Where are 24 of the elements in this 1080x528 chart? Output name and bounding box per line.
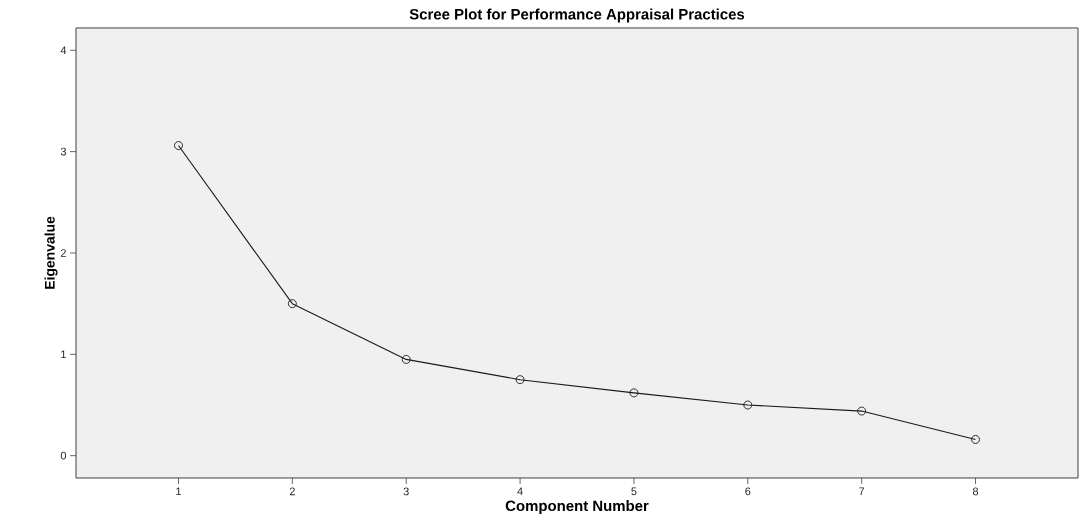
x-tick-label: 8 (972, 487, 979, 496)
point (971, 435, 980, 444)
x-tick-label: 3 (403, 487, 409, 496)
x-tick-label: 6 (745, 487, 751, 496)
x-tick-label: 4 (517, 487, 523, 496)
x-tick-label: 5 (631, 487, 637, 496)
chart-title: Scree Plot for Performance Appraisal Practices (409, 8, 745, 23)
point (743, 400, 753, 410)
y-axis-title: Eigenvalue (44, 216, 58, 289)
point (287, 299, 297, 309)
point (629, 388, 639, 398)
x-tick-label: 1 (176, 487, 181, 496)
y-tick-label: 2 (60, 249, 66, 257)
point (515, 375, 525, 385)
y-tick-label: 0 (60, 451, 67, 460)
point (401, 354, 411, 364)
x-tick-label: 2 (289, 487, 295, 496)
y-tick-label: 1 (61, 350, 66, 359)
x-tick-label: 7 (859, 487, 865, 496)
y-tick-label: 4 (60, 46, 67, 55)
x-axis-title: Component Number (505, 500, 649, 515)
y-tick-label: 3 (60, 147, 67, 156)
point (857, 406, 867, 416)
point (174, 141, 183, 150)
